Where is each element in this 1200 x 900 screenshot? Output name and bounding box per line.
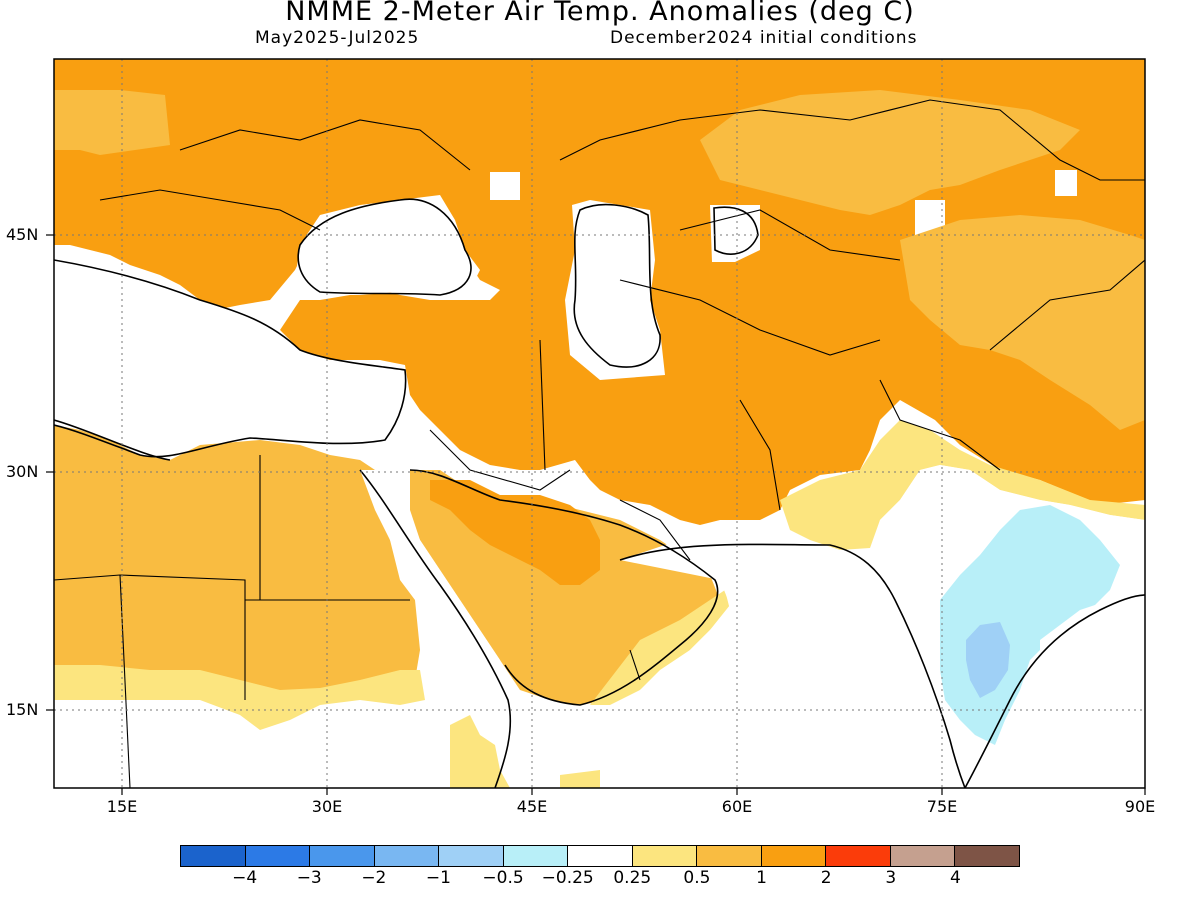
anomaly-region-n-africa [54, 425, 420, 710]
anomaly-region-horn-2 [560, 770, 600, 788]
legend-swatch-8 [697, 846, 762, 866]
anomaly-region-horn [450, 715, 510, 788]
color-legend [180, 845, 1020, 867]
legend-label-1: −3 [296, 868, 322, 888]
black-sea-neutral [295, 195, 480, 295]
initial-conditions: December2024 initial conditions [610, 28, 918, 48]
tick-marks [46, 234, 1146, 795]
legend-label-5: −0.25 [541, 868, 594, 888]
small-neutral-3 [1055, 170, 1077, 196]
coastlines [54, 198, 1145, 788]
anomaly-region-arabia-core [430, 480, 600, 585]
anomaly-region-yemen-edge [590, 590, 730, 705]
legend-label-8: 1 [756, 868, 767, 888]
anomaly-region-india-cold [966, 622, 1010, 698]
legend-label-10: 3 [885, 868, 897, 888]
legend-swatch-3 [374, 846, 440, 866]
legend-swatch-7 [632, 846, 698, 866]
country-borders [54, 99, 1145, 788]
lon-label-60e: 60E [721, 797, 753, 816]
anomaly-region-w-europe [54, 90, 170, 155]
lon-label-15e: 15E [106, 797, 138, 816]
legend-label-4: −0.5 [482, 868, 524, 888]
legend-swatch-0 [181, 846, 246, 866]
graticule [54, 59, 1145, 788]
legend-swatch-1 [245, 846, 311, 866]
caspian-neutral [565, 200, 665, 380]
lon-label-75e: 75E [926, 797, 958, 816]
legend-swatch-12 [955, 846, 1019, 866]
anomaly-region-n-india [780, 420, 1145, 550]
lat-label-15n: 15N [6, 700, 39, 719]
legend-swatch-5 [503, 846, 569, 866]
legend-label-9: 2 [820, 868, 832, 888]
mediterranean-neutral [54, 260, 405, 460]
anomaly-region-sahel [54, 665, 425, 730]
small-neutral-2 [490, 172, 520, 200]
lon-label-90e: 90E [1124, 797, 1156, 816]
legend-swatch-9 [761, 846, 827, 866]
legend-label-11: 4 [949, 868, 961, 888]
lat-label-45n: 45N [6, 225, 39, 244]
legend-swatch-6 [568, 846, 633, 866]
legend-label-3: −1 [425, 868, 451, 888]
legend-swatch-11 [890, 846, 956, 866]
map-title: NMME 2-Meter Air Temp. Anomalies (deg C) [285, 0, 915, 27]
lon-label-30e: 30E [311, 797, 343, 816]
legend-label-6: 0.25 [613, 868, 652, 888]
legend-label-2: −2 [361, 868, 387, 888]
map-frame [53, 58, 1146, 789]
legend-swatch-2 [310, 846, 375, 866]
forecast-period: May2025-Jul2025 [255, 28, 420, 48]
red-sea-neutral [360, 470, 510, 720]
anomaly-region-china-light [700, 90, 1080, 215]
arabian-sea-neutral [600, 540, 960, 788]
lon-label-45e: 45E [516, 797, 548, 816]
legend-swatch-4 [439, 846, 504, 866]
lat-label-30n: 30N [6, 462, 39, 481]
legend-label-0: −4 [232, 868, 258, 888]
legend-swatch-10 [826, 846, 891, 866]
legend-label-7: 0.5 [683, 868, 711, 888]
bay-bengal-neutral [1040, 595, 1145, 788]
